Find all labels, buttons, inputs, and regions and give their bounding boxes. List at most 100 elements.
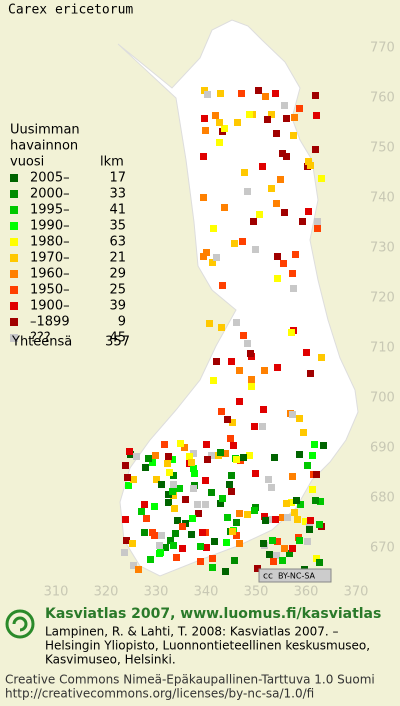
legend-count: 9 (118, 315, 126, 330)
dot (126, 448, 133, 455)
dot (261, 513, 268, 520)
x-axis-label: 350 (244, 585, 269, 600)
legend-count: 29 (109, 267, 126, 282)
dot (197, 543, 204, 550)
dot (174, 517, 181, 524)
dot (294, 516, 301, 523)
dot (156, 550, 163, 557)
dot (228, 358, 235, 365)
y-axis-label: 670 (370, 541, 395, 556)
dot (161, 441, 168, 448)
dot (202, 127, 209, 134)
dot (279, 514, 286, 521)
dot (259, 423, 266, 430)
dot (216, 119, 223, 126)
dot (188, 459, 195, 466)
citation: Lampinen, R. & Lahti, T. 2008: Kasviatla… (45, 625, 339, 639)
dot (230, 442, 237, 449)
dot (223, 539, 230, 546)
dot (171, 505, 178, 512)
dot (169, 456, 176, 463)
legend-column: lkm (100, 155, 124, 170)
cc-badge: cc BY-NC-SA (258, 568, 332, 583)
x-axis-label: 320 (94, 585, 119, 600)
dot (305, 208, 312, 215)
dot (302, 518, 309, 525)
dot (173, 554, 180, 561)
dot (224, 514, 231, 521)
badge-text: BY-NC-SA (278, 572, 316, 581)
dot (221, 125, 228, 132)
legend-swatch (10, 254, 18, 262)
dot (199, 529, 206, 536)
legend-label: 2005– (30, 171, 70, 186)
y-axis-label: 720 (370, 291, 395, 306)
dot (305, 158, 312, 165)
dot (208, 489, 215, 496)
dot (141, 501, 148, 508)
dot (141, 529, 148, 536)
dot (296, 451, 303, 458)
dot (236, 367, 243, 374)
dot (268, 185, 275, 192)
legend-swatch (10, 334, 18, 342)
dot (293, 497, 300, 504)
legend-swatch (10, 270, 18, 278)
dot (274, 364, 281, 371)
dot (250, 218, 257, 225)
dot (316, 521, 323, 528)
legend-count: 45 (109, 331, 126, 346)
dot (133, 453, 140, 460)
dot (149, 529, 156, 536)
finland-outline (117, 19, 359, 577)
x-axis-label: 330 (144, 585, 169, 600)
dot (217, 90, 224, 97)
legend-label: 1990– (30, 219, 70, 234)
dot (177, 440, 184, 447)
dot (231, 240, 238, 247)
legend-count: 63 (109, 235, 126, 250)
dot (200, 153, 207, 160)
dot (181, 444, 188, 451)
x-axis-label: 370 (344, 585, 369, 600)
license: Creative Commons Nimeä-Epäkaupallinen-Ta… (5, 673, 375, 687)
dot (190, 450, 197, 457)
footer-heading: Kasviatlas 2007, www.luomus.fi/kasviatla… (45, 606, 381, 622)
dot (162, 544, 169, 551)
license: http://creativecommons.org/licenses/by-n… (5, 687, 314, 701)
dot (304, 462, 311, 469)
dot (179, 545, 186, 552)
dot (189, 515, 196, 522)
legend-swatch (10, 190, 18, 198)
dot (121, 549, 128, 556)
dot (149, 459, 156, 466)
dot (234, 119, 241, 126)
dot (219, 282, 226, 289)
dot (203, 544, 210, 551)
dot (296, 537, 303, 544)
dot (307, 517, 314, 524)
dot (233, 319, 240, 326)
dot (309, 452, 316, 459)
dot (238, 90, 245, 97)
legend-label: 1900– (30, 299, 70, 314)
dot (204, 456, 211, 463)
legend-swatch (10, 174, 18, 182)
dot (288, 499, 295, 506)
dot (290, 285, 297, 292)
dot (270, 558, 277, 565)
legend-count: 33 (109, 187, 126, 202)
legend-swatch (10, 238, 18, 246)
dot (190, 485, 197, 492)
dot (169, 488, 176, 495)
dot (265, 476, 272, 483)
dot (291, 114, 298, 121)
dot (228, 472, 235, 479)
x-axis-label: 360 (294, 585, 319, 600)
legend-heading: Uusimman (10, 123, 80, 138)
legend-label: 1980– (30, 235, 70, 250)
citation: Helsingin Yliopisto, Luonnontieteellinen… (45, 639, 370, 653)
dot (130, 476, 137, 483)
dot (236, 510, 243, 517)
